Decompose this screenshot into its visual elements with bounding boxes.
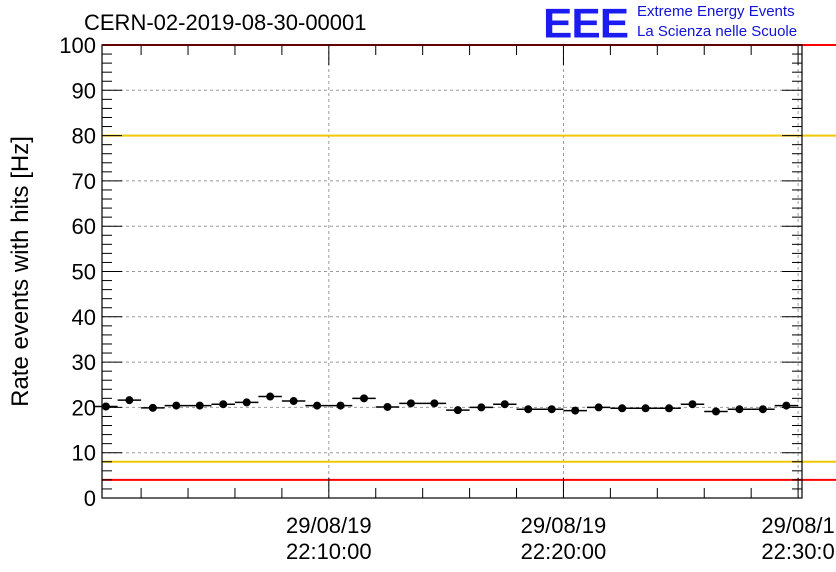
y-tick-label: 40 — [72, 305, 96, 330]
x-tick-label-time: 22:10:00 — [286, 539, 372, 564]
data-point — [618, 404, 627, 413]
data-point — [101, 402, 110, 411]
data-point — [430, 399, 439, 408]
y-tick-label: 30 — [72, 350, 96, 375]
data-point — [547, 405, 556, 414]
y-tick-label: 0 — [84, 486, 96, 511]
data-point — [571, 406, 580, 415]
y-tick-label: 10 — [72, 441, 96, 466]
y-tick-label: 90 — [72, 78, 96, 103]
logo-line-2: La Scienza nelle Scuole — [637, 23, 798, 40]
y-axis-label: Rate events with hits [Hz] — [7, 136, 34, 407]
data-point — [125, 396, 134, 405]
logo-line-1: Extreme Energy Events — [637, 3, 795, 20]
logo-caption: Extreme Energy Events La Scienza nelle S… — [637, 2, 797, 42]
data-point — [641, 404, 650, 413]
x-tick-label-time: 22:30:0 — [761, 539, 834, 564]
data-point — [242, 398, 251, 407]
data-point — [665, 404, 674, 413]
data-point — [336, 401, 345, 410]
y-tick-label: 50 — [72, 260, 96, 285]
eee-logo: EEE — [543, 0, 629, 47]
data-point — [594, 403, 603, 412]
data-point — [500, 400, 509, 409]
data-point — [477, 403, 486, 412]
data-point — [735, 405, 744, 414]
data-point — [524, 405, 533, 414]
data-point — [148, 403, 157, 412]
y-tick-label: 60 — [72, 214, 96, 239]
data-point — [758, 405, 767, 414]
data-point — [782, 401, 791, 410]
x-tick-label-time: 22:20:00 — [521, 539, 607, 564]
x-tick-label-date: 29/08/19 — [521, 513, 607, 538]
data-point — [406, 399, 415, 408]
data-point — [711, 407, 720, 416]
y-tick-label: 100 — [59, 33, 96, 58]
chart-title: CERN-02-2019-08-30-00001 — [84, 10, 367, 35]
data-point — [195, 401, 204, 410]
y-tick-label: 20 — [72, 395, 96, 420]
data-point — [688, 400, 697, 409]
data-point — [383, 402, 392, 411]
data-point — [172, 401, 181, 410]
data-point — [360, 394, 369, 403]
data-point — [313, 401, 322, 410]
data-point — [219, 400, 228, 409]
x-tick-label-date: 29/08/1 — [761, 513, 834, 538]
data-point — [266, 392, 275, 401]
y-tick-label: 70 — [72, 169, 96, 194]
data-point — [289, 397, 298, 406]
y-tick-label: 80 — [72, 124, 96, 149]
data-point — [453, 406, 462, 415]
x-tick-label-date: 29/08/19 — [286, 513, 372, 538]
